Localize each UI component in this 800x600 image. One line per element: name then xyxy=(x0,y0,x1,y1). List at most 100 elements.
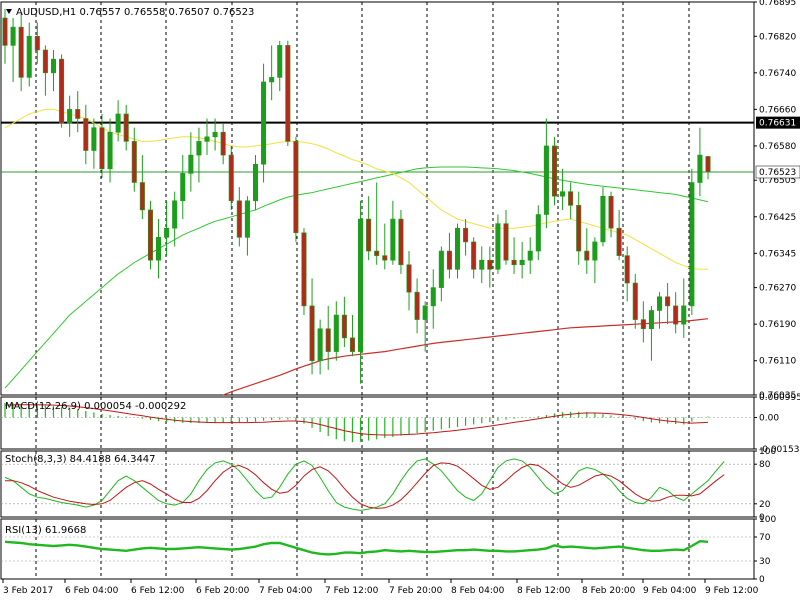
candle-bear xyxy=(366,218,372,252)
candle-bull xyxy=(358,218,364,352)
candle-bear xyxy=(624,255,630,284)
candle-bear xyxy=(551,145,557,197)
candle-bear xyxy=(99,127,105,170)
macd-title: MACD(12,26,9) 0.000054 -0.000292 xyxy=(5,401,186,412)
stoch-k-line xyxy=(4,458,725,511)
macd-y-tick-label: 0.000995 xyxy=(759,393,800,403)
rsi-y-tick-label: 70 xyxy=(759,533,771,543)
stoch-y-tick-label: 100 xyxy=(759,447,776,457)
candle-bear xyxy=(34,35,40,51)
candle-bear xyxy=(18,26,24,78)
candle-bull xyxy=(26,35,32,78)
x-tick-label: 8 Feb 12:00 xyxy=(517,586,571,596)
triangle-down-icon[interactable] xyxy=(6,9,12,14)
candle-bear xyxy=(349,337,355,352)
price-y-tick-label: 0.76505 xyxy=(759,176,796,186)
candle-bull xyxy=(261,81,267,165)
candle-bull xyxy=(156,237,162,261)
candle-bull xyxy=(212,131,218,138)
price-y-tick-label: 0.76580 xyxy=(759,142,796,152)
x-tick-label: 6 Feb 20:00 xyxy=(196,586,250,596)
candle-bear xyxy=(301,232,307,307)
stoch-frame xyxy=(0,450,755,518)
macd-signal-line xyxy=(4,404,709,436)
resistance-badge-label: 0.76631 xyxy=(759,119,796,129)
price-y-tick-label: 0.76270 xyxy=(759,284,796,294)
candle-bear xyxy=(59,58,65,124)
x-tick-label: 3 Feb 2017 xyxy=(3,586,53,596)
candle-bull xyxy=(333,314,339,352)
x-tick-label: 9 Feb 04:00 xyxy=(643,586,697,596)
candle-bear xyxy=(511,259,517,266)
resistance-badge xyxy=(756,116,800,129)
candle-bull xyxy=(269,77,275,83)
candle-bear xyxy=(446,250,452,270)
x-axis: 3 Feb 2017 6 Feb 04:00 6 Feb 12:00 6 Feb 20… xyxy=(1,578,759,596)
candle-bull xyxy=(10,26,16,46)
candle-bull xyxy=(697,154,703,183)
candle-bull xyxy=(600,195,606,243)
symbol-line: AUDUSD,H1 0.76557 0.76558 0.76507 0.7652… xyxy=(16,7,254,18)
candle-bull xyxy=(422,305,428,320)
candle-bear xyxy=(471,241,477,270)
candle-bear xyxy=(503,223,509,261)
rsi-line xyxy=(4,539,709,556)
candle-bull xyxy=(115,113,121,133)
candle-bull xyxy=(454,227,461,270)
candle-bear xyxy=(220,131,226,156)
x-tick-label: 6 Feb 12:00 xyxy=(131,586,185,596)
x-tick-label: 8 Feb 04:00 xyxy=(451,586,505,596)
candle-bear xyxy=(632,282,638,320)
candle-bear xyxy=(576,205,582,252)
rsi-y-tick-label: 0 xyxy=(759,575,765,585)
rsi-panel: 100 70 30 0 xyxy=(0,515,776,585)
candle-bear xyxy=(398,218,404,266)
candle-bull xyxy=(180,173,186,202)
current-price-badge xyxy=(755,165,800,179)
candle-bear xyxy=(147,209,153,261)
ma-slow-line xyxy=(222,318,709,396)
price-y-tick-label: 0.76190 xyxy=(759,320,796,330)
price-y-tick-label: 0.76035 xyxy=(759,391,796,401)
x-tick-label: 8 Feb 20:00 xyxy=(582,586,636,596)
candle-bull xyxy=(196,141,202,156)
candle-bull xyxy=(91,127,97,151)
candle-bull xyxy=(656,296,663,311)
candle-bear xyxy=(139,182,145,211)
stoch-panel: 100 80 20 0 xyxy=(0,447,776,523)
candle-bull xyxy=(495,223,501,270)
macd-frame xyxy=(0,396,755,450)
candle-bear xyxy=(608,195,614,229)
price-frame xyxy=(0,1,755,396)
candle-bull xyxy=(681,305,687,325)
candle-bull xyxy=(50,58,57,74)
candle-bear xyxy=(42,49,48,74)
candle-bear xyxy=(414,291,420,320)
x-tick-label: 6 Feb 04:00 xyxy=(65,586,119,596)
price-y-tick-label: 0.76110 xyxy=(759,357,796,367)
candle-bear xyxy=(463,227,469,243)
candle-bull xyxy=(592,241,598,261)
candle-bear xyxy=(568,191,574,206)
price-y-tick-label: 0.76660 xyxy=(759,105,796,115)
candle-bull xyxy=(164,227,170,238)
candle-bull xyxy=(689,182,695,307)
stoch-y-tick-label: 20 xyxy=(759,500,771,510)
candle-bear xyxy=(406,264,412,293)
candle-bear xyxy=(640,319,646,330)
rsi-title: RSI(13) 61.9668 xyxy=(5,525,86,536)
candle-bear xyxy=(83,118,89,151)
candle-bear xyxy=(309,305,315,362)
candle-bear xyxy=(705,156,711,173)
candle-bull xyxy=(438,250,444,288)
rsi-y-tick-label: 30 xyxy=(759,557,771,567)
x-tick-label: 9 Feb 12:00 xyxy=(705,586,759,596)
price-y-tick-label: 0.76820 xyxy=(759,32,796,42)
price-y-tick-label: 0.76345 xyxy=(759,249,796,259)
candle-bear xyxy=(584,250,590,261)
candle-bull xyxy=(277,45,283,78)
candle-bear xyxy=(341,314,347,339)
price-y-tick-label: 0.76895 xyxy=(759,0,796,8)
macd-y-tick-label: 0.00 xyxy=(759,413,779,423)
candle-bull xyxy=(244,200,250,238)
